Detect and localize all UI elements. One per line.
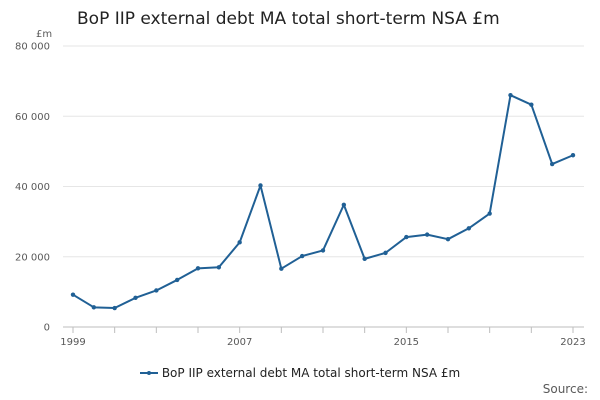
source-label: Source: xyxy=(542,382,588,396)
data-point[interactable] xyxy=(174,277,180,283)
data-point[interactable] xyxy=(258,183,263,188)
legend-item[interactable]: BoP IIP external debt MA total short-ter… xyxy=(139,366,461,380)
data-point[interactable] xyxy=(383,250,388,256)
x-axis xyxy=(63,326,584,333)
x-tick-label: 1999 xyxy=(60,337,85,348)
series-line xyxy=(72,94,574,310)
data-point[interactable] xyxy=(487,211,492,216)
data-point[interactable] xyxy=(445,236,451,242)
data-point[interactable] xyxy=(237,240,242,245)
y-axis-unit-label: £m xyxy=(36,29,52,40)
data-point[interactable] xyxy=(112,305,117,311)
legend-label: BoP IIP external debt MA total short-ter… xyxy=(161,366,461,380)
y-tick-labels: 0 20 000 40 000 60 000 80 000 xyxy=(15,42,50,334)
y-tick-label: 80 000 xyxy=(15,42,50,53)
data-point[interactable] xyxy=(362,256,367,262)
x-tick-label: 2007 xyxy=(227,337,252,348)
data-point[interactable] xyxy=(320,248,326,253)
legend-line-marker-icon xyxy=(139,368,158,378)
x-tick-labels: 1999 2007 2015 2023 xyxy=(60,337,585,348)
gridlines xyxy=(63,45,584,258)
y-tick-label: 60 000 xyxy=(15,112,50,123)
data-point[interactable] xyxy=(570,153,576,158)
data-point[interactable] xyxy=(529,102,534,107)
data-point[interactable] xyxy=(424,232,430,237)
data-point[interactable] xyxy=(133,295,138,301)
data-point[interactable] xyxy=(279,266,284,271)
series-layer xyxy=(70,92,576,311)
y-tick-label: 0 xyxy=(44,323,50,334)
data-point[interactable] xyxy=(91,305,97,310)
data-point[interactable] xyxy=(341,202,347,207)
data-point[interactable] xyxy=(70,292,76,297)
legend: BoP IIP external debt MA total short-ter… xyxy=(0,364,600,382)
x-tick-label: 2023 xyxy=(560,337,585,348)
data-point[interactable] xyxy=(508,92,513,98)
data-point[interactable] xyxy=(466,226,472,231)
y-tick-label: 40 000 xyxy=(15,182,50,193)
chart-title: BoP IIP external debt MA total short-ter… xyxy=(77,9,500,29)
data-point[interactable] xyxy=(404,234,409,240)
data-point[interactable] xyxy=(216,265,222,270)
data-point[interactable] xyxy=(299,253,305,259)
x-tick-label: 2015 xyxy=(394,337,419,348)
data-point[interactable] xyxy=(549,161,555,167)
data-point[interactable] xyxy=(195,266,201,271)
y-tick-label: 20 000 xyxy=(15,252,50,263)
data-point[interactable] xyxy=(154,288,159,293)
